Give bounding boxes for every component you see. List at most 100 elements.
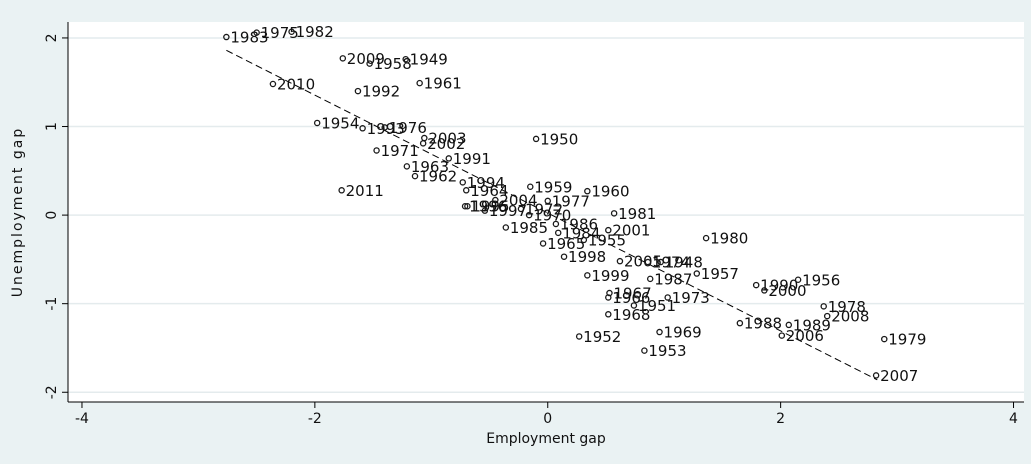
- point-label: 1978: [828, 298, 866, 316]
- point-label: 1962: [419, 168, 457, 186]
- point-label: 1952: [583, 328, 621, 346]
- y-tick-label: -2: [44, 385, 60, 399]
- point: [544, 197, 551, 205]
- point-label: 1961: [424, 75, 462, 93]
- point-label: 2005: [624, 253, 662, 271]
- y-tick-label: 1: [44, 122, 60, 131]
- point: [253, 29, 260, 36]
- point-label: 1958: [374, 55, 412, 73]
- point: [820, 303, 827, 310]
- point: [584, 187, 591, 195]
- point-label: 1985: [510, 219, 548, 237]
- point-label: 1950: [540, 130, 578, 148]
- point: [778, 332, 786, 339]
- point-label: 2001: [612, 222, 650, 240]
- point: [359, 125, 366, 132]
- point-label: 1980: [710, 230, 748, 248]
- point-label: 2007: [880, 367, 918, 385]
- point: [411, 172, 419, 180]
- point-label: 1993: [367, 120, 405, 138]
- point: [575, 333, 583, 340]
- point-label: 1977: [552, 192, 590, 210]
- point-label: 1949: [410, 51, 448, 69]
- point: [481, 207, 489, 214]
- point-label: 2010: [277, 76, 315, 94]
- point: [580, 236, 588, 244]
- point: [616, 257, 624, 265]
- point-label: 1988: [744, 315, 782, 333]
- point: [605, 311, 612, 318]
- point-label: 1991: [453, 150, 491, 168]
- point-label: 1959: [534, 178, 572, 196]
- point: [402, 55, 409, 63]
- point-label: 1965: [547, 235, 585, 253]
- point-label: 1951: [638, 297, 676, 315]
- point-label: 1981: [618, 205, 656, 223]
- point: [517, 205, 525, 213]
- point: [657, 258, 664, 266]
- point-label: 2003: [428, 130, 466, 148]
- point: [794, 276, 802, 284]
- point: [644, 258, 652, 266]
- point-label: 1969: [664, 324, 702, 342]
- point-label: 1998: [568, 248, 606, 266]
- point-label: 1966: [612, 289, 650, 307]
- point: [354, 87, 362, 95]
- point-label: 2009: [347, 50, 385, 68]
- point-label: 1990: [760, 277, 798, 295]
- point-label: 1960: [591, 183, 629, 201]
- y-tick-label: 2: [44, 33, 60, 42]
- point: [419, 140, 427, 147]
- point-label: 1956: [802, 271, 840, 289]
- point: [656, 328, 663, 336]
- point-label: 1954: [321, 114, 359, 132]
- point-label: 1963: [411, 158, 449, 176]
- point-label: 1953: [648, 342, 686, 360]
- point: [736, 319, 744, 327]
- point: [373, 147, 380, 154]
- point-label: 2006: [786, 327, 824, 345]
- x-tick-label: -4: [75, 411, 89, 427]
- point: [702, 234, 710, 242]
- point: [269, 80, 277, 88]
- point: [641, 347, 648, 354]
- point-label: 1979: [888, 331, 926, 349]
- point-label: 1964: [470, 182, 508, 200]
- point: [502, 224, 510, 231]
- y-tick-label: 0: [44, 211, 60, 220]
- point-label: 1992: [362, 83, 400, 101]
- point: [459, 179, 466, 186]
- point-label: 2002: [427, 135, 465, 153]
- point: [223, 33, 230, 41]
- point: [584, 272, 591, 279]
- point-label: 1999: [591, 267, 629, 285]
- point: [630, 302, 638, 309]
- point-label: 1995: [471, 198, 509, 216]
- point-label: 1986: [560, 215, 598, 233]
- point: [539, 240, 547, 247]
- point: [339, 55, 347, 62]
- point-label: 1973: [672, 289, 710, 307]
- point: [610, 210, 618, 217]
- point: [381, 124, 388, 131]
- point: [785, 321, 793, 329]
- point: [872, 372, 880, 379]
- point-label: 1975: [261, 24, 299, 42]
- point: [554, 229, 562, 237]
- point: [881, 335, 888, 343]
- y-tick-label: -1: [44, 297, 60, 311]
- point: [605, 226, 612, 234]
- point-label: 1984: [562, 224, 600, 242]
- point: [761, 287, 768, 294]
- point-label: 1948: [665, 254, 703, 272]
- x-tick-label: 0: [543, 411, 552, 427]
- point-label: 1982: [296, 23, 334, 41]
- point: [462, 187, 470, 194]
- point-label: 1970: [533, 207, 571, 225]
- point: [492, 196, 499, 204]
- point: [752, 281, 760, 289]
- point-label: 2000: [768, 282, 806, 300]
- point: [605, 294, 612, 301]
- point-label: 1968: [612, 306, 650, 324]
